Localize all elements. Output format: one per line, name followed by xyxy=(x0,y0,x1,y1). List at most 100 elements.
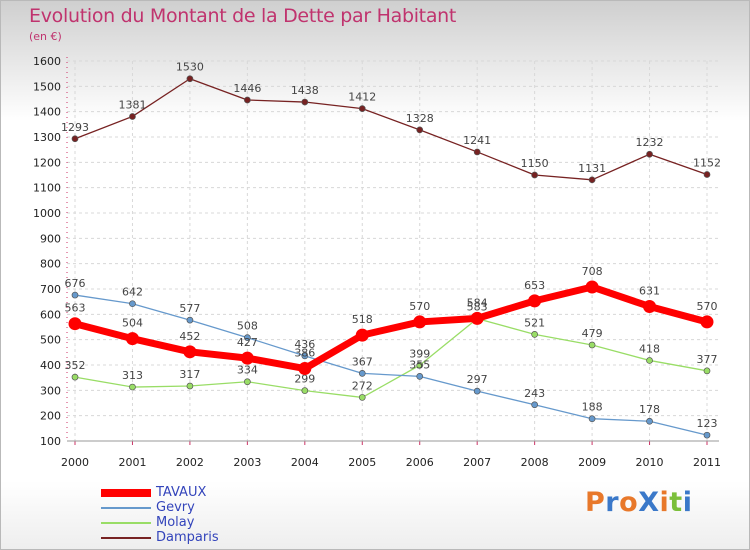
data-label-damparis: 1293 xyxy=(61,121,89,134)
data-point-gevry xyxy=(531,401,538,409)
data-label-gevry: 508 xyxy=(237,320,258,333)
x-tick-label: 2011 xyxy=(693,456,721,469)
data-label-molay: 299 xyxy=(294,373,315,386)
data-point-gevry xyxy=(703,431,711,439)
data-label-molay: 377 xyxy=(697,353,718,366)
data-point-molay xyxy=(703,367,711,375)
x-tick-label: 2002 xyxy=(176,456,204,469)
x-tick-label: 2006 xyxy=(406,456,434,469)
data-label-tavaux: 518 xyxy=(352,313,373,326)
data-label-tavaux: 584 xyxy=(467,296,488,309)
data-label-tavaux: 386 xyxy=(294,347,315,360)
data-point-molay xyxy=(301,387,309,394)
data-point-tavaux xyxy=(470,311,484,325)
data-point-gevry xyxy=(358,370,366,377)
logo-letter: X xyxy=(638,487,660,518)
y-tick-label: 800 xyxy=(40,258,61,271)
series-line-tavaux xyxy=(74,283,708,373)
x-tick-label: 2000 xyxy=(61,456,89,469)
data-label-damparis: 1131 xyxy=(578,162,606,175)
x-tick-label: 2009 xyxy=(578,456,606,469)
legend-swatch xyxy=(101,507,151,509)
data-point-gevry xyxy=(473,387,481,395)
chart-title: Evolution du Montant de la Dette par Hab… xyxy=(29,5,457,27)
data-point-molay xyxy=(531,330,538,338)
series-line-molay xyxy=(74,317,708,399)
data-point-gevry xyxy=(301,352,309,360)
data-label-gevry: 436 xyxy=(294,338,315,351)
data-point-damparis xyxy=(473,148,481,156)
legend-swatch xyxy=(101,537,151,539)
data-label-gevry: 178 xyxy=(639,403,660,416)
data-point-tavaux xyxy=(355,328,369,342)
data-point-gevry xyxy=(416,373,424,380)
x-tick-label: 2004 xyxy=(291,456,319,469)
data-point-gevry xyxy=(186,316,194,324)
logo-letter: t xyxy=(669,487,683,518)
y-tick-label: 1500 xyxy=(33,80,61,93)
data-point-tavaux xyxy=(700,315,714,329)
y-tick-label: 400 xyxy=(40,359,61,372)
data-label-molay: 583 xyxy=(467,301,488,314)
data-point-tavaux xyxy=(298,362,312,376)
data-point-gevry xyxy=(129,300,136,308)
data-label-gevry: 243 xyxy=(524,387,545,400)
x-tick-label: 2010 xyxy=(636,456,664,469)
data-label-molay: 313 xyxy=(122,369,143,382)
data-label-gevry: 676 xyxy=(65,277,86,290)
data-point-damparis xyxy=(129,113,136,120)
data-point-molay xyxy=(588,341,596,349)
data-point-gevry xyxy=(244,334,251,341)
data-point-molay xyxy=(71,373,79,381)
data-label-gevry: 642 xyxy=(122,286,143,299)
data-label-tavaux: 631 xyxy=(639,284,660,297)
data-label-gevry: 123 xyxy=(697,417,718,430)
legend-label: Molay xyxy=(156,515,195,530)
data-label-tavaux: 452 xyxy=(179,330,200,343)
data-label-tavaux: 504 xyxy=(122,317,143,330)
data-point-gevry xyxy=(71,291,79,299)
data-point-molay xyxy=(646,357,653,364)
data-point-damparis xyxy=(646,150,653,158)
logo-letter: r xyxy=(605,487,620,518)
data-label-molay: 521 xyxy=(524,316,545,329)
x-tick-label: 2007 xyxy=(463,456,491,469)
data-point-molay xyxy=(416,361,424,369)
logo-letter: P xyxy=(585,487,606,518)
data-label-damparis: 1446 xyxy=(233,82,261,95)
legend-swatch xyxy=(101,522,151,524)
data-label-tavaux: 570 xyxy=(697,300,718,313)
y-tick-label: 100 xyxy=(40,435,61,448)
data-label-tavaux: 563 xyxy=(65,302,86,315)
series-line-gevry xyxy=(74,294,708,436)
data-point-damparis xyxy=(301,98,309,106)
data-label-gevry: 577 xyxy=(179,302,200,315)
data-point-molay xyxy=(129,383,136,391)
data-point-molay xyxy=(186,382,194,390)
data-label-molay: 272 xyxy=(352,379,373,392)
data-point-tavaux xyxy=(643,299,657,313)
data-point-gevry xyxy=(588,415,596,423)
data-point-tavaux xyxy=(125,332,139,346)
data-point-damparis xyxy=(531,171,538,179)
data-label-gevry: 297 xyxy=(467,373,488,386)
legend-swatch xyxy=(101,489,151,497)
y-tick-label: 600 xyxy=(40,308,61,321)
data-label-gevry: 367 xyxy=(352,355,373,368)
x-tick-label: 2008 xyxy=(521,456,549,469)
proxiti-logo: ProXiti xyxy=(585,487,692,518)
data-label-damparis: 1438 xyxy=(291,84,319,97)
y-tick-label: 700 xyxy=(40,283,61,296)
data-point-damparis xyxy=(416,126,424,134)
logo-letter: i xyxy=(659,487,670,518)
data-label-damparis: 1150 xyxy=(521,157,549,170)
y-tick-label: 200 xyxy=(40,410,61,423)
data-label-damparis: 1381 xyxy=(118,98,146,111)
data-point-damparis xyxy=(703,171,711,178)
y-tick-label: 1000 xyxy=(33,207,61,220)
data-point-tavaux xyxy=(585,280,599,294)
y-tick-label: 900 xyxy=(40,232,61,245)
x-tick-label: 2005 xyxy=(348,456,376,469)
